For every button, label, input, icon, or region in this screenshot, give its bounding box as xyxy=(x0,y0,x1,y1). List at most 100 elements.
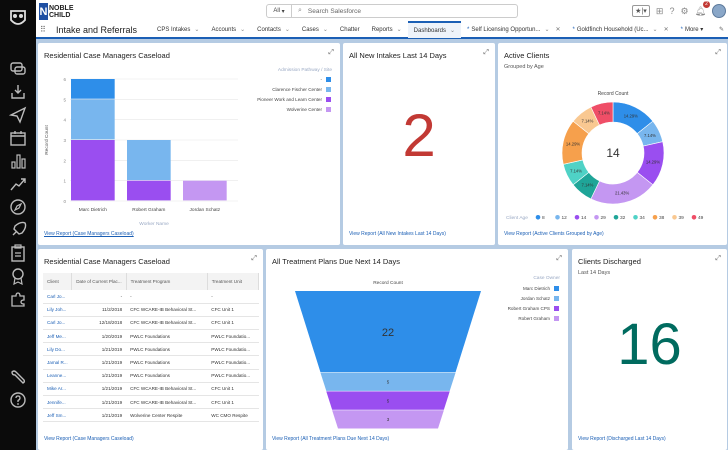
nav-tab-self-licensing[interactable]: * Self Licensing Opportun... ⌄ ✕ xyxy=(467,26,561,34)
client-cell[interactable]: Leanne... xyxy=(43,369,72,383)
expand-icon[interactable]: ⤢ xyxy=(483,49,489,56)
rocket-icon[interactable] xyxy=(9,221,27,239)
legend-swatch xyxy=(594,215,599,220)
close-tab-icon[interactable]: ✕ xyxy=(663,27,669,33)
nav-tab-accounts[interactable]: Accounts ⌄ xyxy=(211,26,246,34)
wrench-icon[interactable] xyxy=(9,368,27,386)
unit-cell: PWLC Foundatio... xyxy=(207,355,259,370)
expand-icon[interactable]: ⤢ xyxy=(251,255,257,262)
app-launcher-waffle-icon[interactable]: ⠿ xyxy=(40,25,46,34)
edit-nav-pencil-icon[interactable]: ✎ xyxy=(718,27,724,33)
client-cell[interactable]: Mike Ar... xyxy=(43,382,72,397)
nav-tab-reports[interactable]: Reports ⌄ xyxy=(371,26,402,34)
client-cell[interactable]: Jeff Me... xyxy=(43,329,72,344)
view-report-link[interactable]: View Report (Case Managers Caseload) xyxy=(44,436,134,442)
global-header: N NOBLE CHILD All ▾ ⌕ Search Salesforce … xyxy=(36,0,728,22)
clipboard-icon[interactable] xyxy=(9,244,27,262)
expand-icon[interactable]: ⤢ xyxy=(556,255,562,262)
legend-label: 12 xyxy=(562,215,568,221)
global-actions-plus-icon[interactable]: ⊞ xyxy=(655,5,664,16)
table-row: Lily Joh... 11/2/2018 CFC WCARE-IB Behavio… xyxy=(43,303,259,317)
nav-tab-goldfinch-household[interactable]: * Goldfinch Household (Uc... ⌄ ✕ xyxy=(572,26,669,34)
expand-icon[interactable]: ⤢ xyxy=(328,49,334,56)
puzzle-icon[interactable] xyxy=(9,290,27,308)
nav-tab-dashboards[interactable]: Dashboards ⌄ xyxy=(407,21,462,38)
chevron-down-icon[interactable]: ⌄ xyxy=(450,28,456,34)
trend-up-icon[interactable] xyxy=(9,175,27,193)
table-row: Carl Jo... - - - xyxy=(43,290,259,304)
compass-icon[interactable] xyxy=(9,198,27,216)
nav-tab-cases[interactable]: Cases ⌄ xyxy=(301,26,328,34)
inbox-download-icon[interactable] xyxy=(9,83,27,101)
expand-icon[interactable]: ⤢ xyxy=(715,49,721,56)
legend-swatch xyxy=(326,87,331,92)
table-row: Jeff Me... 1/20/2019 PWLC Foundations PWLC … xyxy=(43,329,259,344)
table-row: Leanne... 1/21/2019 PWLC Foundations PWLC F… xyxy=(43,369,259,383)
table-header-row: Client Date of Current Plac... Treatment… xyxy=(43,273,260,290)
global-search-input[interactable]: ⌕ Search Salesforce xyxy=(292,4,518,18)
search-scope-dropdown[interactable]: All ▾ xyxy=(266,4,292,18)
legend-swatch xyxy=(535,215,541,220)
view-report-link[interactable]: View Report (Discharged Last 14 Days) xyxy=(578,436,666,442)
date-cell: 1/21/2019 xyxy=(71,369,127,383)
bar-chart-icon[interactable] xyxy=(9,152,27,170)
client-cell[interactable]: Jennife... xyxy=(43,395,72,410)
award-icon[interactable] xyxy=(9,267,27,285)
chevron-down-icon[interactable]: ⌄ xyxy=(240,27,246,33)
program-cell: CFC WCARE-IB Behavioral St... xyxy=(126,303,208,317)
y-tick-label: 1 xyxy=(63,179,66,184)
owl-logo-icon[interactable] xyxy=(6,6,30,30)
card-title: All Treatment Plans Due Next 14 Days xyxy=(272,257,400,266)
nav-tab-chatter[interactable]: Chatter xyxy=(339,26,360,33)
setup-gear-icon[interactable]: ⚙ xyxy=(680,5,689,16)
view-report-link[interactable]: View Report (All Treatment Plans Due Nex… xyxy=(272,436,390,442)
funnel-value-label: 3 xyxy=(387,417,390,422)
chevron-down-icon[interactable]: ⌄ xyxy=(284,27,290,33)
view-report-link[interactable]: View Report (Active Clients Grouped by A… xyxy=(504,231,604,237)
nav-more-menu[interactable]: * More ▾ xyxy=(680,26,704,34)
favorites-button[interactable]: ★ | ▾ xyxy=(631,5,650,17)
client-cell[interactable]: Jeff Sm... xyxy=(43,408,72,423)
caseload-table-body: Carl Jo... - - - Lily Joh... 11/2/2018 CFC WCA… xyxy=(43,290,259,423)
column-header-unit[interactable]: Treatment Unit xyxy=(207,273,260,290)
client-cell[interactable]: Lily Do... xyxy=(43,342,72,357)
expand-icon[interactable]: ⤢ xyxy=(715,255,721,262)
legend-label: 14 xyxy=(581,215,587,221)
client-cell[interactable]: Jamal R... xyxy=(43,355,72,370)
send-icon[interactable] xyxy=(9,106,27,124)
x-axis-label: Worker Name xyxy=(139,221,169,227)
column-header-program[interactable]: Treatment Program xyxy=(126,273,208,290)
help-icon[interactable] xyxy=(9,391,27,409)
nav-tab-cps-intakes[interactable]: CPS Intakes ⌄ xyxy=(157,26,200,34)
column-header-client[interactable]: Client xyxy=(43,273,73,290)
nav-tab-contacts[interactable]: Contacts ⌄ xyxy=(257,26,290,34)
chat-icon[interactable] xyxy=(9,60,27,78)
view-report-link[interactable]: View Report (All New Intakes Last 14 Day… xyxy=(349,231,446,237)
y-tick-label: 4 xyxy=(63,118,66,123)
column-header-date[interactable]: Date of Current Plac... xyxy=(71,273,127,290)
chevron-down-icon[interactable]: ⌄ xyxy=(396,27,402,33)
calendar-icon[interactable] xyxy=(9,129,27,147)
user-avatar[interactable] xyxy=(712,4,726,18)
close-tab-icon[interactable]: ✕ xyxy=(555,27,561,33)
caseload-table-wrapper: Client Date of Current Plac... Treatment… xyxy=(43,273,260,423)
client-cell[interactable]: Carl Jo... xyxy=(43,316,72,331)
chevron-down-icon[interactable]: ⌄ xyxy=(194,27,200,33)
y-tick-label: 3 xyxy=(63,138,66,143)
noble-child-logo[interactable]: N NOBLE CHILD xyxy=(39,2,77,21)
active-clients-donut-chart: Record Count 14.29% 7.14% 14.29% 21.43% 7.14%… xyxy=(506,91,704,221)
chevron-down-icon[interactable]: ⌄ xyxy=(652,27,658,33)
y-tick-label: 6 xyxy=(63,77,66,82)
chevron-down-icon[interactable]: ⌄ xyxy=(544,27,550,33)
help-question-icon[interactable]: ? xyxy=(669,6,675,16)
slice-label: 21.43% xyxy=(615,191,629,196)
notifications-bell-icon[interactable]: 🔔︎ 2 xyxy=(695,0,710,17)
chevron-down-icon[interactable]: ⌄ xyxy=(322,27,328,33)
client-cell[interactable]: Lily Joh... xyxy=(43,303,72,317)
slice-label: 7.14% xyxy=(644,133,656,138)
legend-swatch xyxy=(326,107,331,112)
view-report-link[interactable]: View Report (Case Managers Caseload) xyxy=(44,231,134,237)
client-cell[interactable]: Carl Jo... xyxy=(43,290,72,304)
donut-title: Record Count xyxy=(598,91,629,97)
